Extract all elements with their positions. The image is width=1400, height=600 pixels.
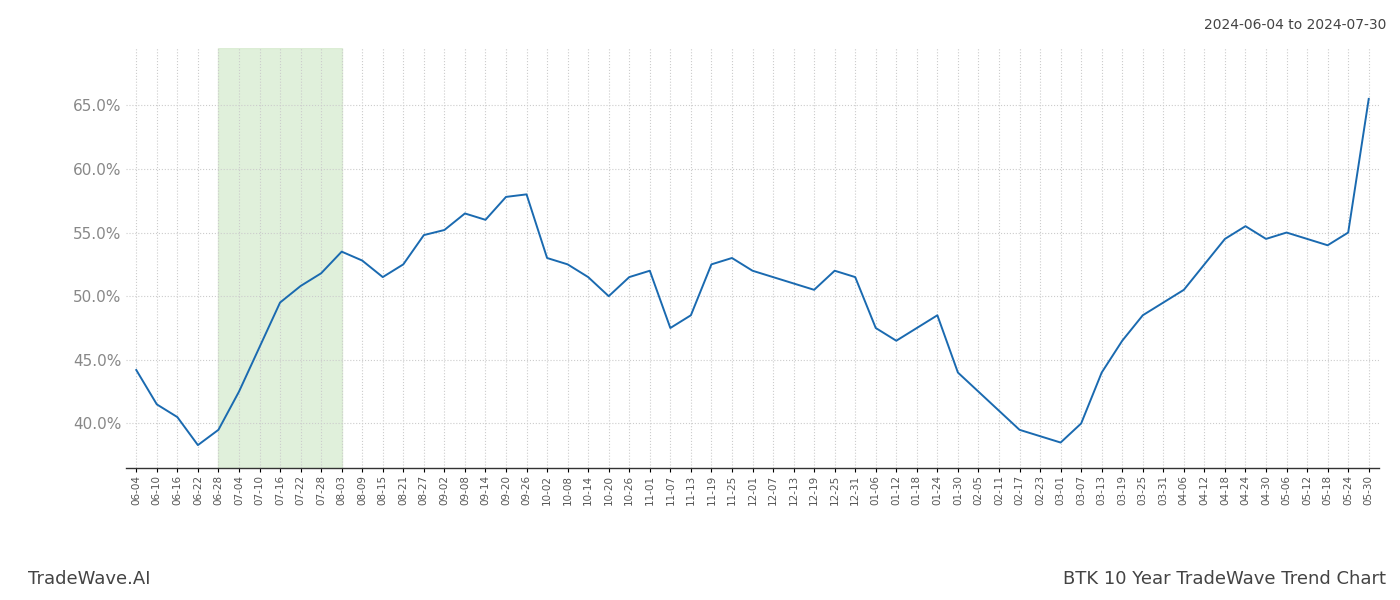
Bar xyxy=(218,48,342,468)
Text: 2024-06-04 to 2024-07-30: 2024-06-04 to 2024-07-30 xyxy=(1204,18,1386,32)
Text: TradeWave.AI: TradeWave.AI xyxy=(28,570,151,588)
Text: BTK 10 Year TradeWave Trend Chart: BTK 10 Year TradeWave Trend Chart xyxy=(1063,570,1386,588)
